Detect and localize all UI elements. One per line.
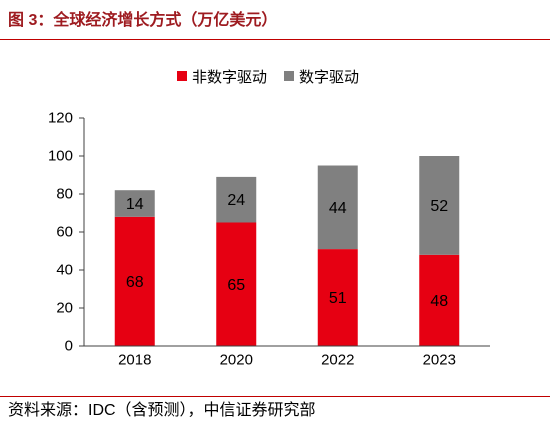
bar-non-digital-2022 xyxy=(317,249,358,346)
data-label-digital-2023: 52 xyxy=(430,198,448,215)
source-note: 资料来源：IDC（含预测），中信证券研究部 xyxy=(8,402,316,419)
legend-label-digital: 数字驱动 xyxy=(299,68,360,86)
plot-area: 68 14 2018 65 24 2020 51 44 2022 48 52 2023 0 20 40 60 8… xyxy=(48,110,490,369)
bar-non-digital-2023 xyxy=(419,254,460,346)
y-tick-label-80: 80 xyxy=(56,186,73,203)
bar-digital-2023 xyxy=(419,156,460,255)
y-tick-label-0: 0 xyxy=(65,338,73,355)
legend-item-digital: 数字驱动 xyxy=(284,66,359,87)
data-label-non-digital-2020: 65 xyxy=(227,277,245,294)
x-tick-label-2023: 2023 xyxy=(423,352,456,369)
y-tick-label-100: 100 xyxy=(48,148,73,165)
x-tick-label-2018: 2018 xyxy=(118,352,151,369)
y-tick-label-40: 40 xyxy=(56,262,73,279)
bar-digital-2020 xyxy=(216,176,257,223)
data-label-digital-2022: 44 xyxy=(329,200,347,217)
legend-swatch-digital xyxy=(284,71,295,81)
source-divider xyxy=(0,396,550,397)
y-tick-label-120: 120 xyxy=(48,110,73,127)
legend-item-non-digital: 非数字驱动 xyxy=(177,66,267,87)
bar-digital-2022 xyxy=(317,165,358,250)
data-label-digital-2018: 14 xyxy=(126,196,144,213)
data-label-digital-2020: 24 xyxy=(227,192,245,209)
data-label-non-digital-2023: 48 xyxy=(430,293,448,310)
legend-label-non-digital: 非数字驱动 xyxy=(192,68,268,86)
bar-digital-2018 xyxy=(114,190,155,217)
data-label-non-digital-2018: 68 xyxy=(126,274,144,291)
y-tick-label-60: 60 xyxy=(56,224,73,241)
legend: 非数字驱动 数字驱动 xyxy=(177,66,376,86)
y-tick-label-20: 20 xyxy=(56,300,73,317)
bar-non-digital-2018 xyxy=(114,216,155,346)
title-divider xyxy=(0,39,550,40)
data-label-non-digital-2022: 51 xyxy=(329,290,347,307)
page-title: 图 3：全球经济增长方式（万亿美元） xyxy=(8,12,278,29)
x-tick-label-2020: 2020 xyxy=(220,352,253,369)
bar-non-digital-2020 xyxy=(216,222,257,346)
x-tick-label-2022: 2022 xyxy=(321,352,354,369)
legend-swatch-non-digital xyxy=(177,71,187,81)
